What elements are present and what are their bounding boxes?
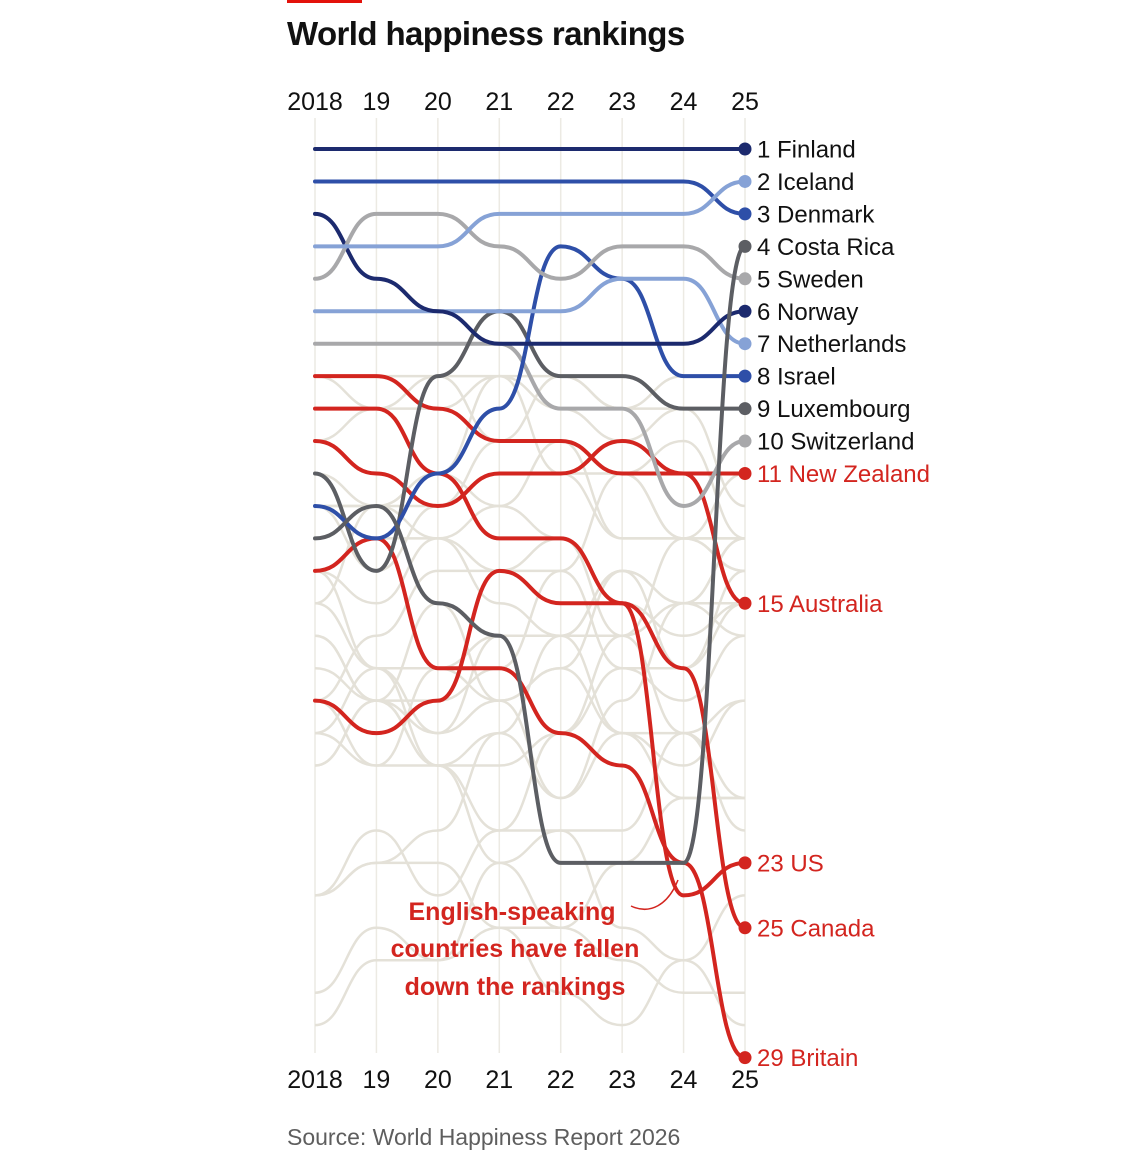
line-denmark [313, 179, 747, 216]
line-switzerland [313, 341, 747, 508]
end-dot-us [738, 856, 752, 870]
year-gridlines [314, 118, 746, 1053]
end-dot-luxembourg [738, 402, 752, 416]
label-norway: 6 Norway [757, 299, 858, 326]
label-israel: 8 Israel [757, 364, 836, 391]
annotation-line-3: down the rankings [405, 973, 626, 1001]
end-dot-norway [738, 304, 752, 318]
background-line [315, 374, 745, 508]
country-end-labels: 1 Finland 2 Iceland 3 Denmark 4 Costa Rica 5… [738, 137, 930, 1072]
source-note: Source: World Happiness Report 2026 [287, 1124, 680, 1150]
background-line [314, 796, 745, 930]
background-line [314, 537, 745, 897]
line-israel [313, 244, 747, 541]
label-denmark: 3 Denmark [757, 201, 875, 228]
bottom-tick-19: 19 [363, 1066, 391, 1094]
end-dot-iceland [738, 174, 752, 188]
line-us [313, 568, 747, 898]
background-line [314, 634, 746, 767]
line-new-zealand [313, 374, 747, 476]
end-dot-britain [738, 1051, 752, 1065]
top-tick-24: 24 [670, 88, 698, 116]
label-new-zealand: 11 New Zealand [757, 461, 930, 488]
label-finland: 1 Finland [757, 137, 856, 164]
label-canada: 25 Canada [757, 915, 875, 942]
label-britain: 29 Britain [757, 1045, 858, 1072]
background-line [314, 374, 746, 573]
top-tick-23: 23 [608, 88, 636, 116]
bottom-tick-24: 24 [670, 1066, 698, 1094]
background-country-lines [314, 374, 746, 1027]
top-year-axis: 2018 19 20 21 22 23 24 25 [287, 88, 759, 116]
english-speaking-annotation: English-speaking countries have fallen d… [391, 879, 679, 1001]
label-costa-rica: 4 Costa Rica [757, 234, 895, 261]
bottom-tick-2018: 2018 [287, 1066, 343, 1094]
end-dot-netherlands [738, 337, 752, 351]
label-switzerland: 10 Switzerland [757, 429, 914, 456]
end-dot-finland [738, 142, 752, 156]
background-line [314, 537, 746, 638]
background-line [314, 602, 746, 832]
bottom-tick-21: 21 [485, 1066, 513, 1094]
top-tick-21: 21 [485, 88, 513, 116]
highlighted-country-lines [313, 146, 747, 1060]
end-dot-canada [738, 921, 752, 935]
annotation-leader-line [630, 879, 679, 910]
background-line [314, 504, 746, 800]
top-tick-22: 22 [547, 88, 575, 116]
top-tick-2018: 2018 [287, 88, 343, 116]
chart-title: World happiness rankings [287, 15, 685, 52]
label-australia: 15 Australia [757, 591, 883, 618]
annotation-line-2: countries have fallen [391, 935, 640, 963]
label-us: 23 US [757, 850, 824, 877]
bottom-tick-20: 20 [424, 1066, 452, 1094]
label-luxembourg: 9 Luxembourg [757, 396, 910, 423]
red-tag-bar [287, 0, 362, 3]
background-line [314, 569, 745, 800]
background-line [314, 374, 746, 540]
label-sweden: 5 Sweden [757, 266, 864, 293]
end-dot-costa-rica [738, 239, 752, 253]
background-line [314, 569, 746, 735]
label-iceland: 2 Iceland [757, 169, 854, 196]
line-costa-rica [313, 244, 747, 865]
end-dot-denmark [738, 207, 752, 221]
end-dot-new-zealand [738, 467, 752, 480]
annotation-line-1: English-speaking [409, 898, 616, 926]
end-dot-sweden [738, 272, 752, 286]
end-dot-israel [738, 369, 752, 383]
label-netherlands: 7 Netherlands [757, 331, 906, 358]
top-tick-20: 20 [424, 88, 452, 116]
line-netherlands [313, 276, 747, 346]
line-canada [313, 406, 747, 930]
bottom-tick-22: 22 [547, 1066, 575, 1094]
line-norway [313, 211, 747, 346]
end-dot-switzerland [738, 434, 752, 448]
background-line [314, 666, 746, 1027]
line-britain [313, 536, 747, 1060]
bottom-tick-23: 23 [608, 1066, 636, 1094]
line-sweden [313, 211, 747, 281]
end-dot-australia [738, 596, 752, 610]
background-line [314, 699, 746, 1027]
top-tick-19: 19 [363, 88, 391, 116]
bottom-year-axis: 2018 19 20 21 22 23 24 25 [287, 1066, 759, 1094]
background-line [314, 537, 746, 897]
bottom-tick-25: 25 [731, 1066, 759, 1094]
line-iceland [313, 179, 747, 249]
top-tick-25: 25 [731, 88, 759, 116]
